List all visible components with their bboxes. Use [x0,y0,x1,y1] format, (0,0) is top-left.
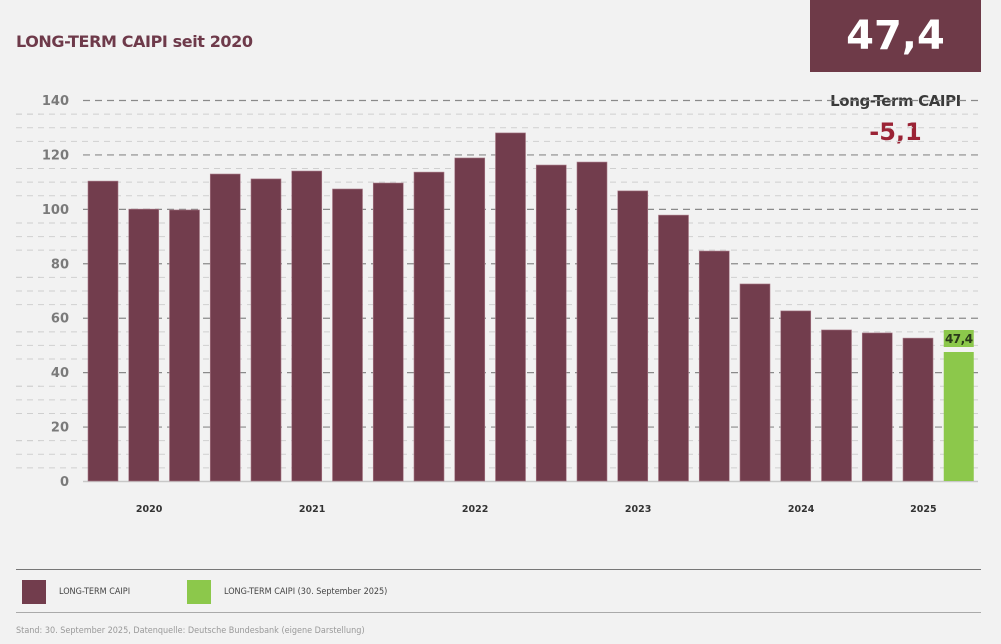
kpi-value-box: 47,4 [810,0,981,72]
bar [291,170,323,482]
bar [576,161,608,482]
footnote: Stand: 30. September 2025, Datenquelle: … [16,626,365,636]
legend-label-caipi-current: LONG-TERM CAIPI (30. September 2025) [224,587,388,597]
bar-chart: 0 20 40 60 80 100 120 140 47,4 2020 2021 2022 2023 20… [16,94,978,515]
y-tick-label: 80 [51,257,69,272]
bar [861,332,893,482]
bar [821,329,852,482]
bar [780,310,812,482]
chart-title: LONG-TERM CAIPI seit 2020 [16,32,253,51]
bar [169,209,200,482]
bar [454,157,486,482]
bar [495,132,526,482]
y-tick-label: 0 [60,475,69,490]
bar [739,283,771,482]
bar [372,182,404,482]
bar [413,171,445,482]
x-tick-label: 2022 [462,504,488,515]
y-tick-label: 60 [51,312,69,327]
bar [617,190,649,482]
y-tick-label: 40 [51,366,69,381]
kpi-value: 47,4 [846,13,945,59]
data-label-background [943,330,974,348]
x-tick-label: 2023 [625,504,651,515]
bar [658,214,689,482]
legend-item-caipi-current: LONG-TERM CAIPI (30. September 2025) [187,580,387,604]
x-tick-label: 2020 [136,504,163,515]
y-tick-label: 100 [42,203,69,218]
legend-swatch-caipi-current [187,580,211,604]
bar [535,164,567,482]
bar [209,173,241,482]
bar [332,188,363,482]
bar-current [943,352,974,481]
x-tick-label: 2024 [788,504,815,515]
x-tick-label: 2025 [910,504,936,515]
bar [128,208,160,482]
kpi-label: Long-Term CAIPI [830,92,961,110]
legend-label-caipi: LONG-TERM CAIPI [59,587,131,597]
bar [87,180,119,482]
y-tick-label: 140 [42,94,69,109]
x-tick-label: 2021 [299,504,325,515]
legend-item-caipi: LONG-TERM CAIPI [22,580,130,604]
legend-divider-top [16,569,981,570]
bar [902,337,934,482]
y-tick-label: 120 [42,148,69,163]
legend-swatch-caipi [22,580,46,604]
data-label: 47,4 [945,332,973,346]
bar [250,178,282,482]
legend-divider-bottom [16,612,981,613]
y-tick-label: 20 [51,421,69,436]
bar [698,250,730,482]
